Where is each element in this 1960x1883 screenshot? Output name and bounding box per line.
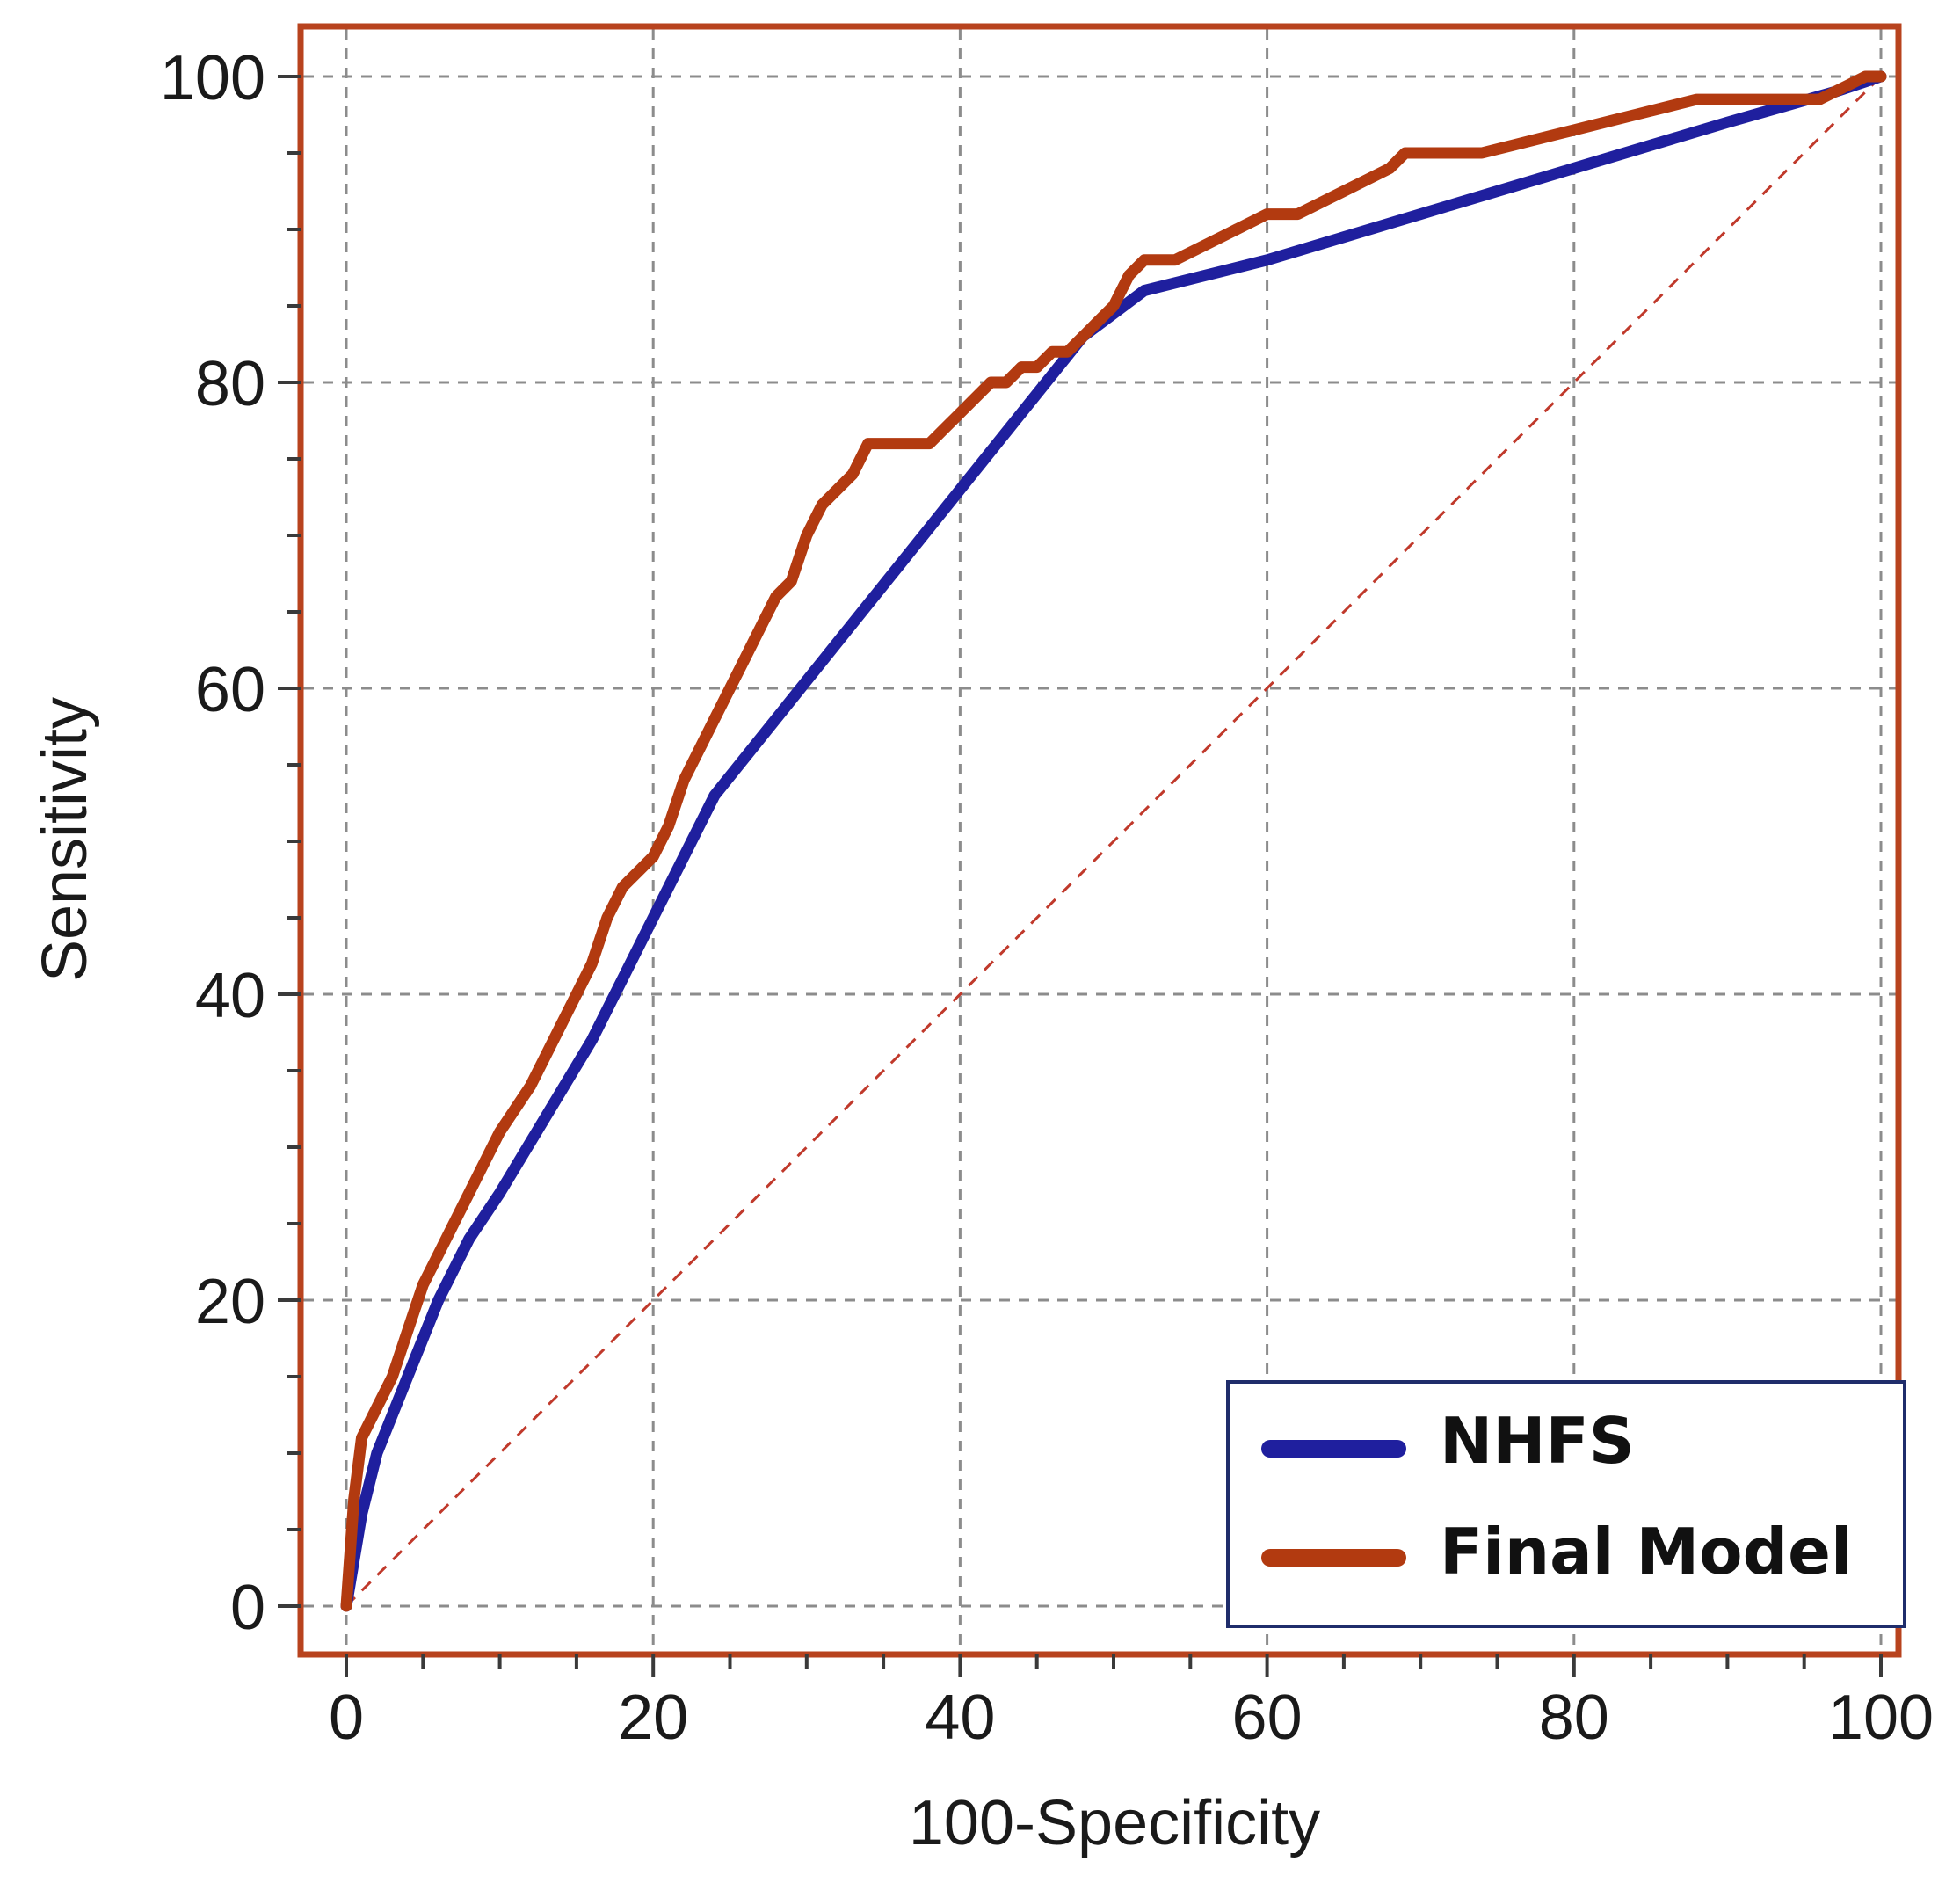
legend-label-final-model: Final Model (1440, 1515, 1853, 1589)
x-axis-title: 100-Specificity (909, 1788, 1320, 1858)
legend-box (1226, 1380, 1906, 1628)
y-tick-label-3: 60 (195, 655, 265, 725)
x-tick-label-1: 20 (618, 1683, 688, 1753)
legend: NHFS Final Model (1226, 1380, 1906, 1628)
x-tick-label-5: 100 (1828, 1683, 1934, 1753)
x-tick-label-3: 60 (1232, 1683, 1303, 1753)
y-tick-label-1: 20 (195, 1267, 265, 1337)
ticks-layer (278, 75, 1883, 1677)
x-tick-label-0: 0 (329, 1683, 364, 1753)
series-line-nhfs (340, 70, 1887, 1612)
y-tick-label-2: 40 (195, 961, 265, 1031)
y-axis-title: Sensitivity (30, 697, 100, 982)
reference-layer (345, 75, 1883, 1608)
tick-labels-layer: 0 20 40 60 80 100 0 20 40 60 80 100 (160, 43, 1934, 1753)
grid-layer (303, 29, 1896, 1652)
x-tick-label-4: 80 (1539, 1683, 1609, 1753)
legend-label-nhfs: NHFS (1440, 1404, 1635, 1478)
y-tick-label-4: 80 (195, 349, 265, 419)
reference-diagonal (345, 75, 1883, 1608)
x-tick-label-2: 40 (925, 1683, 995, 1753)
y-tick-label-0: 0 (230, 1573, 265, 1643)
series-line-final-model (340, 70, 1887, 1612)
y-tick-label-5: 100 (160, 43, 265, 113)
series-layer (340, 70, 1887, 1612)
